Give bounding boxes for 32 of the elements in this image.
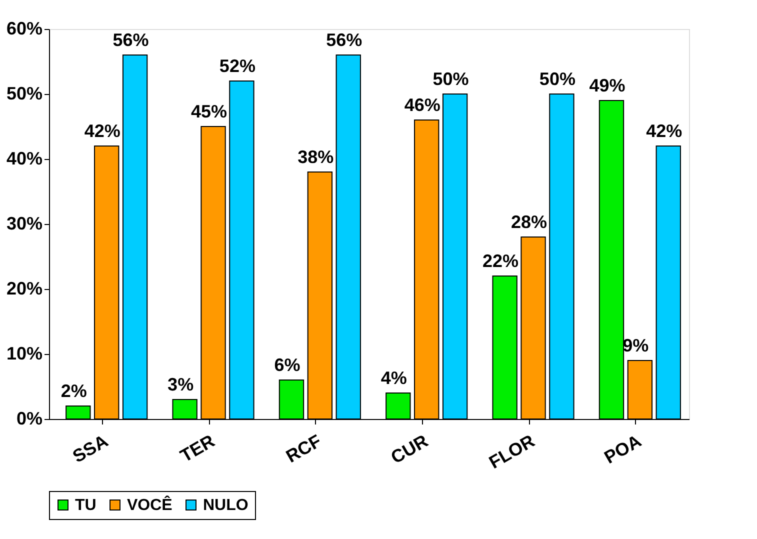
y-tick-label: 40% xyxy=(6,148,42,168)
y-tick-label: 50% xyxy=(6,84,42,104)
data-label: 49% xyxy=(589,76,626,96)
y-tick-label: 10% xyxy=(6,344,42,364)
x-tick-label: POA xyxy=(600,430,645,468)
legend-label: VOCÊ xyxy=(127,495,173,514)
y-tick-label: 30% xyxy=(6,214,42,234)
data-label: 45% xyxy=(190,102,228,122)
x-tick-label: RCF xyxy=(282,430,325,467)
data-label: 50% xyxy=(432,69,469,89)
data-label: 56% xyxy=(326,30,362,50)
legend-label: TU xyxy=(75,497,96,514)
y-tick-label: 60% xyxy=(6,18,42,38)
data-label: 22% xyxy=(482,251,519,271)
data-label: 4% xyxy=(380,368,407,388)
legend-label: NULO xyxy=(203,497,248,514)
data-label: 2% xyxy=(60,381,87,401)
x-tick-label: CUR xyxy=(388,430,432,468)
data-label: 3% xyxy=(168,374,194,394)
data-label: 6% xyxy=(274,355,300,375)
data-label: 50% xyxy=(539,69,576,89)
data-label: 42% xyxy=(84,121,120,141)
data-label: 52% xyxy=(219,56,256,76)
data-label: 38% xyxy=(298,147,334,167)
data-label: 28% xyxy=(510,212,548,232)
x-tick-label: SSA xyxy=(69,430,112,467)
data-label: 56% xyxy=(112,30,149,50)
x-tick-label: TER xyxy=(176,430,218,466)
data-label: 42% xyxy=(646,121,682,141)
data-label: 46% xyxy=(404,95,440,115)
y-tick-label: 0% xyxy=(16,408,42,428)
y-tick-label: 20% xyxy=(6,278,42,298)
